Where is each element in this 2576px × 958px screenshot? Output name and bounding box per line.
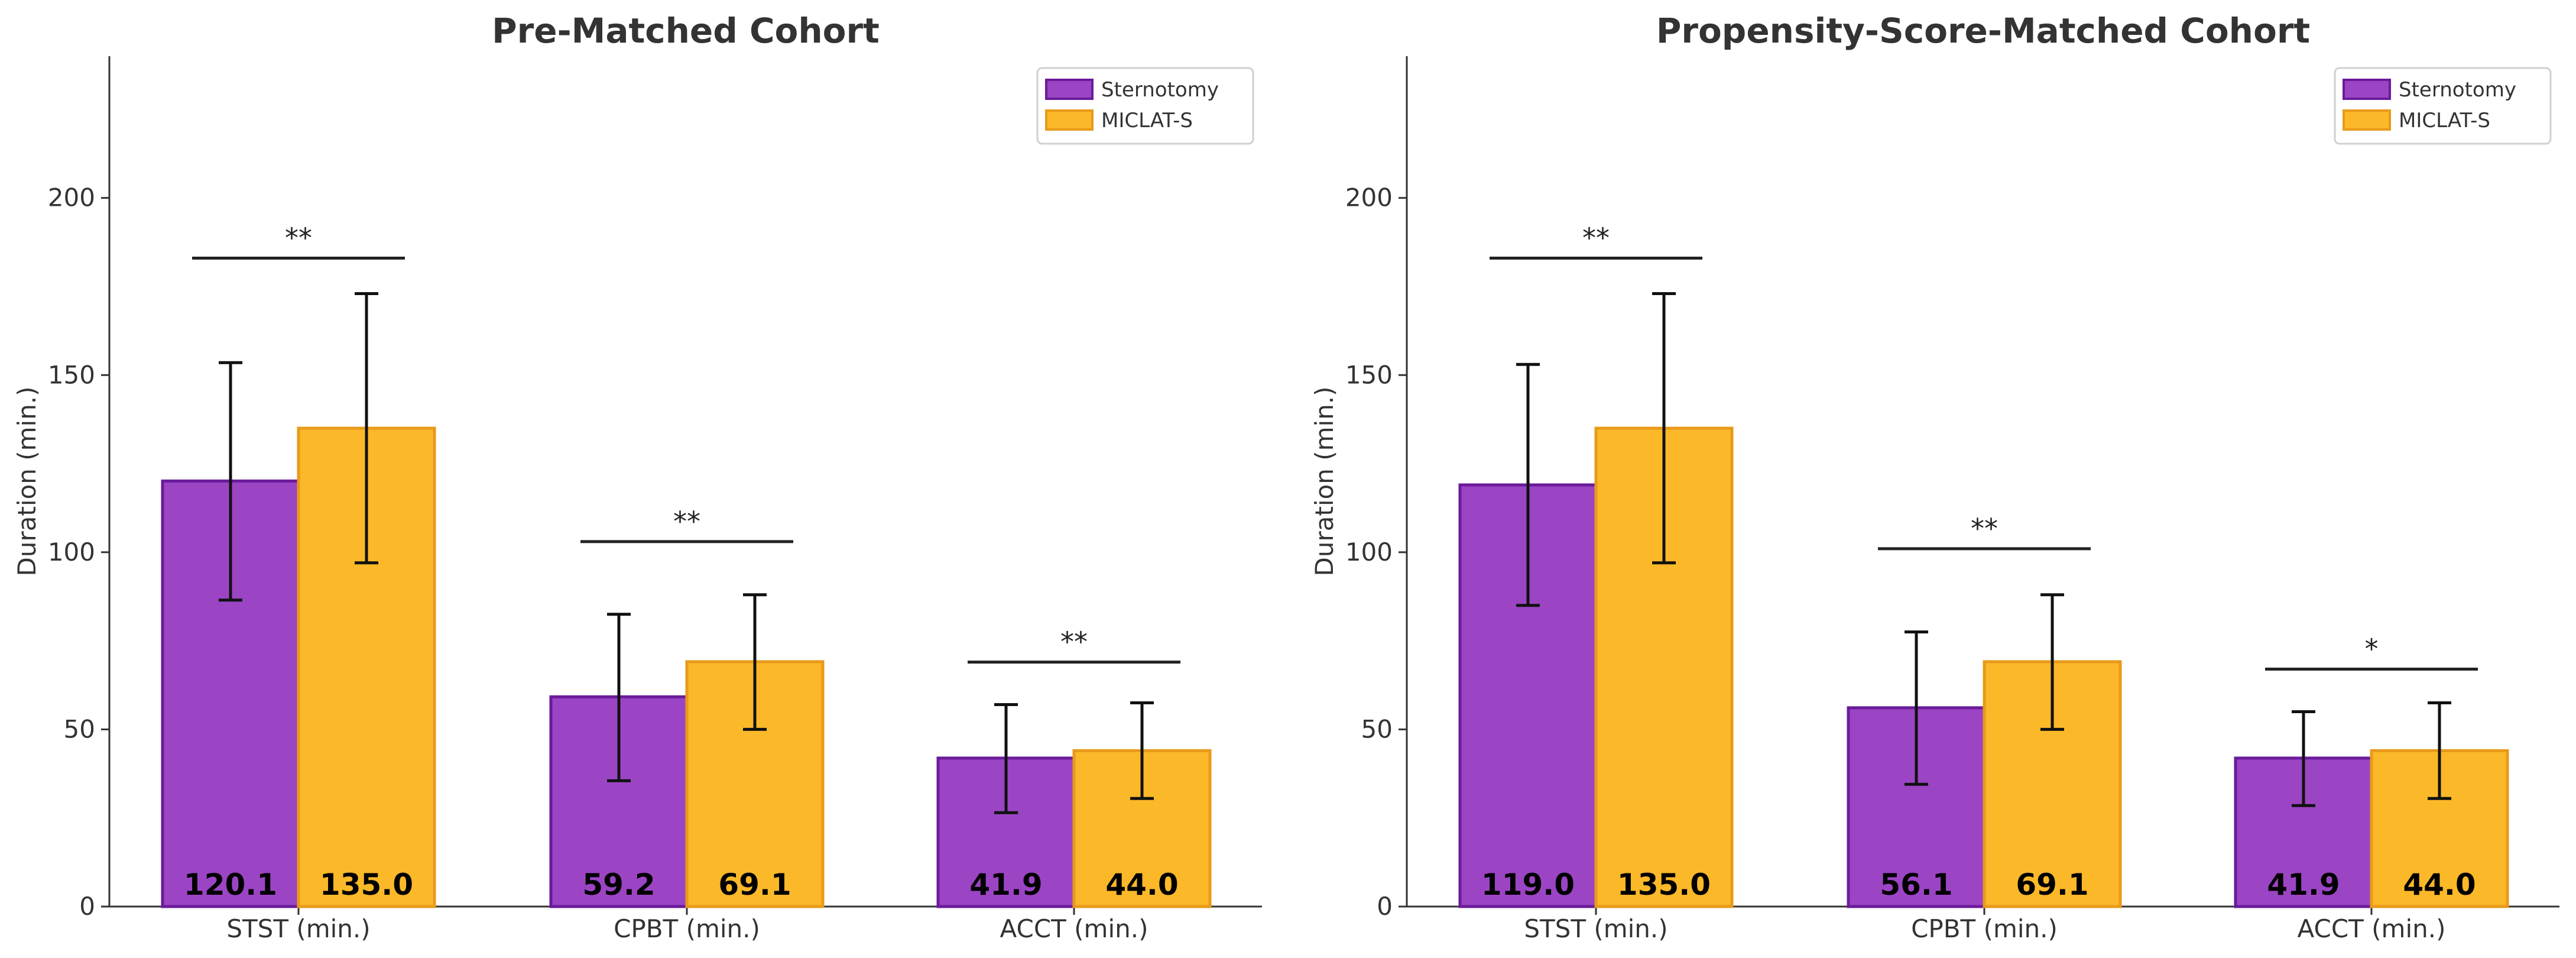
- x-tick-label: ACCT (min.): [2298, 914, 2446, 943]
- y-tick-label: 50: [1361, 714, 1393, 743]
- legend-swatch: [2343, 109, 2391, 131]
- x-tick-label: CPBT (min.): [1911, 914, 2058, 943]
- bar-value-label: 69.1: [2016, 868, 2088, 902]
- y-tick-label: 200: [48, 183, 95, 212]
- bar-value-label: 69.1: [718, 868, 791, 902]
- legend-swatch: [2343, 79, 2391, 100]
- y-tick-label: 150: [1345, 360, 1393, 389]
- y-axis-label: Duration (min.): [12, 386, 41, 576]
- significance-label: *: [2365, 633, 2379, 665]
- legend-label: MICLAT-S: [2399, 109, 2490, 132]
- legend: Sternotomy MICLAT-S: [2334, 67, 2552, 145]
- bar-value-label: 119.0: [1481, 868, 1575, 902]
- legend-label: Sternotomy: [1101, 78, 1219, 102]
- x-tick-label: STST (min.): [1524, 914, 1667, 943]
- y-tick-label: 200: [1345, 183, 1393, 212]
- chart-panel-1: Pre-Matched Cohort Duration (min.) 0 50 100 1…: [12, 11, 1262, 943]
- y-tick-label: 0: [1377, 892, 1393, 921]
- y-tick-label: 100: [1345, 538, 1393, 567]
- significance-label: **: [1971, 513, 1998, 545]
- bar-sternotomy-2: [549, 695, 689, 908]
- chart-title: Propensity-Score-Matched Cohort: [1656, 11, 2310, 51]
- bar-value-label: 44.0: [2403, 868, 2476, 902]
- y-tick-label: 150: [48, 360, 95, 389]
- y-axis-label: Duration (min.): [1310, 386, 1339, 576]
- bar-value-label: 120.1: [184, 868, 277, 902]
- bar-value-label: 135.0: [320, 868, 413, 902]
- significance-label: **: [673, 506, 700, 538]
- x-tick-label: CPBT (min.): [614, 914, 760, 943]
- bar-value-label: 56.1: [1880, 868, 1952, 902]
- x-tick-label: STST (min.): [226, 914, 370, 943]
- significance-label: **: [1582, 222, 1610, 254]
- chart-panel-2: Propensity-Score-Matched Cohort Duration …: [1310, 11, 2559, 943]
- legend: Sternotomy MICLAT-S: [1036, 67, 1254, 145]
- y-tick-label: 50: [64, 714, 95, 743]
- bar-value-label: 44.0: [1105, 868, 1178, 902]
- legend-swatch: [1045, 79, 1094, 100]
- y-tick-label: 0: [79, 892, 95, 921]
- bar-value-label: 135.0: [1617, 868, 1711, 902]
- bar-value-label: 41.9: [2267, 868, 2340, 902]
- bar-value-label: 59.2: [582, 868, 655, 902]
- significance-label: **: [285, 222, 312, 254]
- legend-label: MICLAT-S: [1101, 109, 1193, 132]
- legend-label: Sternotomy: [2399, 78, 2516, 102]
- bar-value-label: 41.9: [969, 868, 1042, 902]
- legend-swatch: [1045, 109, 1094, 131]
- significance-label: **: [1060, 626, 1088, 658]
- chart-title: Pre-Matched Cohort: [492, 11, 880, 51]
- y-tick-label: 100: [48, 538, 95, 567]
- x-tick-label: ACCT (min.): [1000, 914, 1149, 943]
